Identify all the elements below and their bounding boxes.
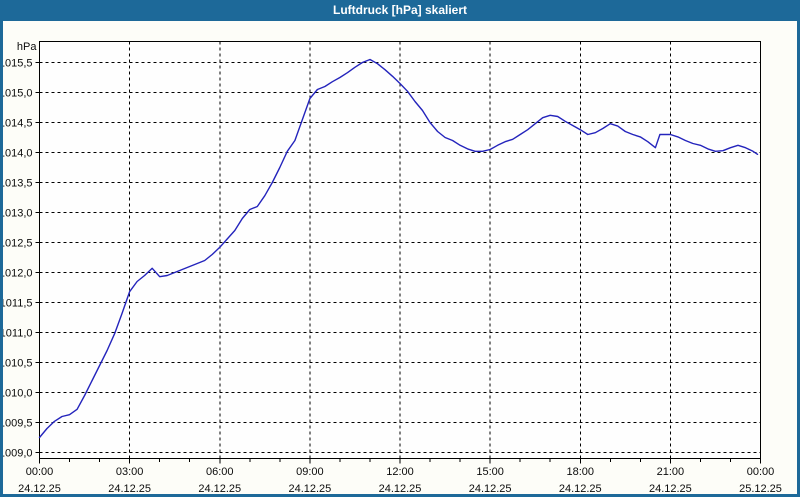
x-time-label: 03:00 <box>116 466 144 478</box>
window-titlebar[interactable]: Luftdruck [hPa] skaliert <box>0 0 800 21</box>
x-date-label: 24.12.25 <box>18 483 61 494</box>
pressure-chart-container: 1009,0 1009,5 1010,0 1010,5 1011,0 1011,5 1012… <box>0 21 797 495</box>
x-date-label: 24.12.25 <box>649 483 692 494</box>
x-date-label: 24.12.25 <box>379 483 422 494</box>
y-tick-label: 1013,5 <box>3 178 33 190</box>
y-tick-label: 1013,0 <box>3 208 33 220</box>
x-time-label: 18:00 <box>566 466 594 478</box>
y-tick-label: 1014,0 <box>3 148 33 160</box>
y-tick-label: 1009,5 <box>3 418 33 430</box>
x-date-label: 24.12.25 <box>469 483 512 494</box>
y-axis-unit-label: hPa <box>17 41 37 53</box>
y-tick-label: 1010,0 <box>3 388 33 400</box>
x-date-label: 25.12.25 <box>739 483 782 494</box>
y-tick-label: 1009,0 <box>3 448 33 460</box>
window-title: Luftdruck [hPa] skaliert <box>332 3 468 17</box>
y-tick-label: 1011,5 <box>3 298 33 310</box>
x-time-label: 00:00 <box>26 466 54 478</box>
x-date-label: 24.12.25 <box>198 483 241 494</box>
y-tick-label: 1010,5 <box>3 358 33 370</box>
x-time-label: 15:00 <box>476 466 504 478</box>
x-time-label: 09:00 <box>296 466 324 478</box>
x-time-label: 21:00 <box>657 466 685 478</box>
y-tick-label: 1012,5 <box>3 238 33 250</box>
pressure-series-line <box>38 58 759 439</box>
pressure-chart: 1009,0 1009,5 1010,0 1010,5 1011,0 1011,5 1012… <box>0 41 782 495</box>
y-tick-label: 1015,5 <box>3 58 33 70</box>
y-tick-label: 1015,0 <box>3 88 33 100</box>
plot-border <box>39 41 761 459</box>
x-time-label: 12:00 <box>386 466 414 478</box>
x-date-label: 24.12.25 <box>108 483 151 494</box>
x-time-label: 00:00 <box>747 466 775 478</box>
y-tick-label: 1011,0 <box>3 328 33 340</box>
x-date-label: 24.12.25 <box>288 483 331 494</box>
plot-area <box>39 41 761 459</box>
x-time-label: 06:00 <box>206 466 234 478</box>
y-tick-label: 1014,5 <box>3 118 33 130</box>
x-date-label: 24.12.25 <box>559 483 602 494</box>
y-tick-label: 1012,0 <box>3 268 33 280</box>
